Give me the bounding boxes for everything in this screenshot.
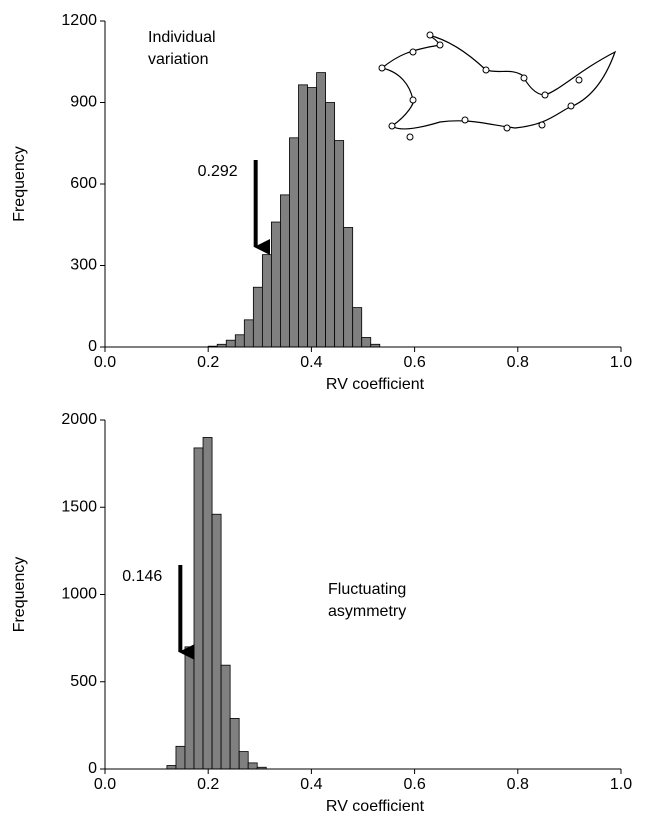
bar — [316, 72, 326, 348]
bar — [298, 84, 308, 348]
bar — [238, 751, 249, 770]
bar — [193, 447, 204, 770]
bar — [166, 765, 177, 770]
bar — [234, 334, 245, 348]
bar — [243, 319, 254, 348]
bar — [352, 307, 363, 348]
y-tick-label: 900 — [70, 94, 97, 111]
y-axis-label: Frequency — [11, 557, 28, 633]
bar — [211, 513, 222, 770]
x-tick-label: 1.0 — [610, 354, 632, 371]
y-tick-label: 1200 — [61, 12, 97, 29]
x-tick-label: 0.4 — [300, 776, 322, 793]
bar — [220, 664, 231, 770]
bar — [361, 337, 372, 348]
bar — [325, 102, 336, 348]
x-tick-label: 0.4 — [300, 354, 322, 371]
x-tick-label: 1.0 — [610, 776, 632, 793]
bar — [343, 227, 354, 348]
bar — [175, 745, 186, 770]
bar — [280, 194, 290, 348]
bar — [202, 437, 213, 770]
y-tick-label: 500 — [70, 673, 97, 690]
annotation: Fluctuating — [328, 581, 406, 598]
x-tick-label: 0.8 — [507, 776, 529, 793]
annotation: asymmetry — [328, 603, 406, 620]
annotation: variation — [148, 51, 208, 68]
x-tick-label: 0.0 — [94, 776, 116, 793]
bar — [229, 717, 240, 770]
bar — [225, 339, 236, 348]
x-tick-label: 0.6 — [403, 354, 425, 371]
y-tick-label: 1000 — [61, 586, 97, 603]
y-tick-label: 2000 — [61, 411, 97, 428]
arrow-label: 0.292 — [198, 163, 238, 180]
x-tick-label: 0.0 — [94, 354, 116, 371]
bar — [307, 87, 317, 348]
bar — [289, 137, 299, 348]
x-axis-label: RV coefficient — [326, 798, 425, 815]
bar — [271, 221, 281, 348]
y-tick-label: 0 — [88, 760, 97, 777]
bar — [252, 286, 263, 348]
x-tick-label: 0.2 — [197, 776, 219, 793]
bar — [261, 254, 272, 348]
y-tick-label: 1500 — [61, 498, 97, 515]
bar — [184, 646, 195, 770]
x-tick-label: 0.8 — [507, 354, 529, 371]
x-tick-label: 0.6 — [403, 776, 425, 793]
y-tick-label: 300 — [70, 257, 97, 274]
wing-outline — [378, 31, 617, 141]
arrow-label: 0.146 — [122, 568, 162, 585]
y-tick-label: 600 — [70, 175, 97, 192]
x-axis-label: RV coefficient — [326, 376, 425, 393]
bar — [247, 762, 258, 770]
annotation: Individual — [148, 29, 216, 46]
x-tick-label: 0.2 — [197, 354, 219, 371]
bar — [334, 140, 345, 348]
y-tick-label: 0 — [88, 338, 97, 355]
y-axis-label: Frequency — [11, 146, 28, 222]
